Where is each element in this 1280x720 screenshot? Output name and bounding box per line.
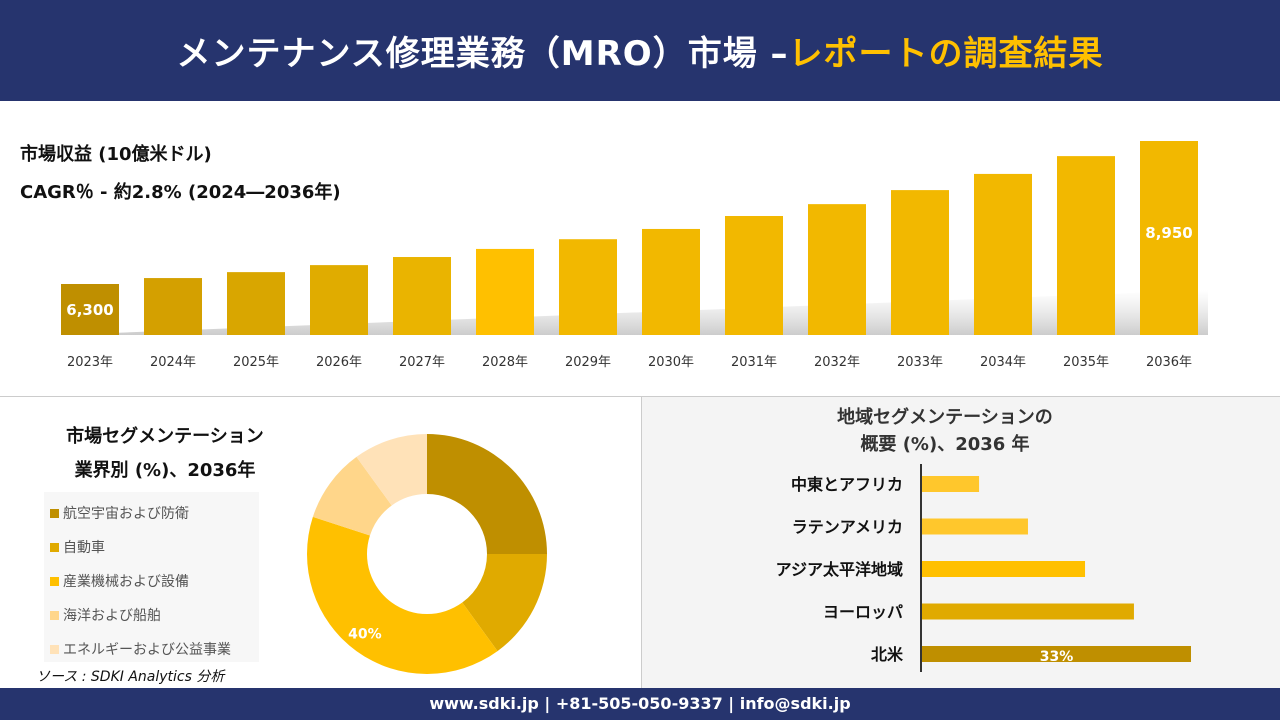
source-note: ソース : SDKI Analytics 分析 [36, 669, 225, 685]
revenue-bar [725, 216, 783, 335]
revenue-bar [1057, 156, 1115, 335]
region-chart-title: 地域セグメンテーションの 概要 (%)、2036 年 [780, 404, 1110, 458]
industry-title-line2: 業界別 (%)、2036年 [74, 460, 256, 481]
region-title-line1: 地域セグメンテーションの [837, 407, 1053, 428]
year-tick-label: 2024年 [150, 355, 196, 370]
legend-swatch [50, 610, 59, 620]
legend-swatch [50, 576, 59, 586]
industry-chart-title: 市場セグメンテーション 業界別 (%)、2036年 [30, 420, 300, 488]
revenue-bar [974, 173, 1032, 335]
legend-item: 産業機械および設備 [44, 564, 259, 598]
legend-swatch [50, 644, 59, 654]
industry-title-line1: 市場セグメンテーション [66, 426, 264, 447]
industry-donut-chart: 40% [307, 434, 547, 674]
region-bar [922, 603, 1134, 620]
revenue-bar-chart: 2023年 6,300 2024年 2025年 2026年 2027年 2028年 2029年… [60, 141, 1208, 370]
revenue-chart-cagr: CAGR％ - 約2.8% (2024―2036年) [20, 182, 341, 203]
header-banner: メンテナンス修理業務（MRO）市場 – レポートの調査結果 [0, 0, 1280, 101]
legend-label: 航空宇宙および防衛 [63, 506, 189, 522]
year-tick-label: 2032年 [814, 355, 860, 370]
revenue-bar [61, 284, 119, 335]
legend-label: エネルギーおよび公益事業 [63, 642, 231, 658]
region-segment-panel [641, 397, 1280, 688]
region-label: 中東とアフリカ [791, 475, 903, 494]
bar-data-label: 8,950 [1145, 224, 1192, 242]
legend-item: 海洋および船舶 [44, 598, 259, 632]
year-tick-label: 2029年 [565, 355, 611, 370]
revenue-bar [1140, 141, 1198, 335]
year-tick-label: 2028年 [482, 355, 528, 370]
bar-data-label: 6,300 [66, 301, 113, 319]
region-bar [922, 518, 1028, 535]
region-label: 北米 [871, 645, 904, 664]
year-tick-label: 2030年 [648, 355, 694, 370]
year-tick-label: 2031年 [731, 355, 777, 370]
region-label: ラテンアメリカ [792, 518, 903, 537]
legend-item: 航空宇宙および防衛 [44, 496, 259, 530]
revenue-bar [227, 272, 285, 335]
footer-contact: www.sdki.jp | +81-505-050-9337 | info@sd… [0, 688, 1280, 720]
donut-slice [356, 434, 427, 506]
region-title-line2: 概要 (%)、2036 年 [860, 434, 1030, 455]
header-title: メンテナンス修理業務（MRO）市場 – [176, 34, 789, 74]
region-data-label: 33% [1040, 649, 1074, 665]
year-tick-label: 2034年 [980, 355, 1026, 370]
year-tick-label: 2026年 [316, 355, 362, 370]
legend-label: 海洋および船舶 [63, 608, 161, 624]
donut-slice [462, 554, 547, 652]
header-title-accent: レポートの調査結果 [788, 34, 1104, 74]
region-bar [922, 646, 1191, 662]
region-label: ヨーロッパ [823, 603, 903, 622]
legend-swatch [50, 508, 59, 518]
legend-label: 自動車 [63, 540, 105, 556]
section-divider [0, 396, 1280, 397]
revenue-chart-title: 市場収益 (10億米ドル) [20, 144, 212, 165]
revenue-bar [310, 265, 368, 335]
revenue-bar [559, 239, 617, 335]
year-tick-label: 2036年 [1146, 355, 1192, 370]
legend-label: 産業機械および設備 [63, 574, 189, 590]
year-tick-label: 2023年 [67, 355, 113, 370]
region-bar [922, 561, 1086, 577]
revenue-bar [393, 257, 451, 335]
revenue-bar [476, 248, 534, 335]
year-tick-label: 2035年 [1063, 355, 1109, 370]
industry-legend: 航空宇宙および防衛 自動車産業機械および設備 海洋および船舶エネルギーおよび公益事業 [44, 492, 259, 662]
revenue-bar [144, 278, 202, 335]
donut-slice [307, 516, 498, 674]
revenue-bar [891, 190, 949, 335]
legend-item: 自動車 [44, 530, 259, 564]
legend-item: エネルギーおよび公益事業 [44, 632, 259, 666]
donut-data-label: 40% [348, 626, 382, 642]
year-tick-label: 2027年 [399, 355, 445, 370]
donut-slice [312, 456, 392, 536]
revenue-bar [642, 228, 700, 335]
region-label: アジア太平洋地域 [776, 560, 903, 579]
year-tick-label: 2025年 [233, 355, 279, 370]
year-tick-label: 2033年 [897, 355, 943, 370]
donut-slice [427, 434, 547, 554]
legend-swatch [50, 542, 59, 552]
region-bar [922, 476, 980, 492]
revenue-bar [808, 204, 866, 335]
